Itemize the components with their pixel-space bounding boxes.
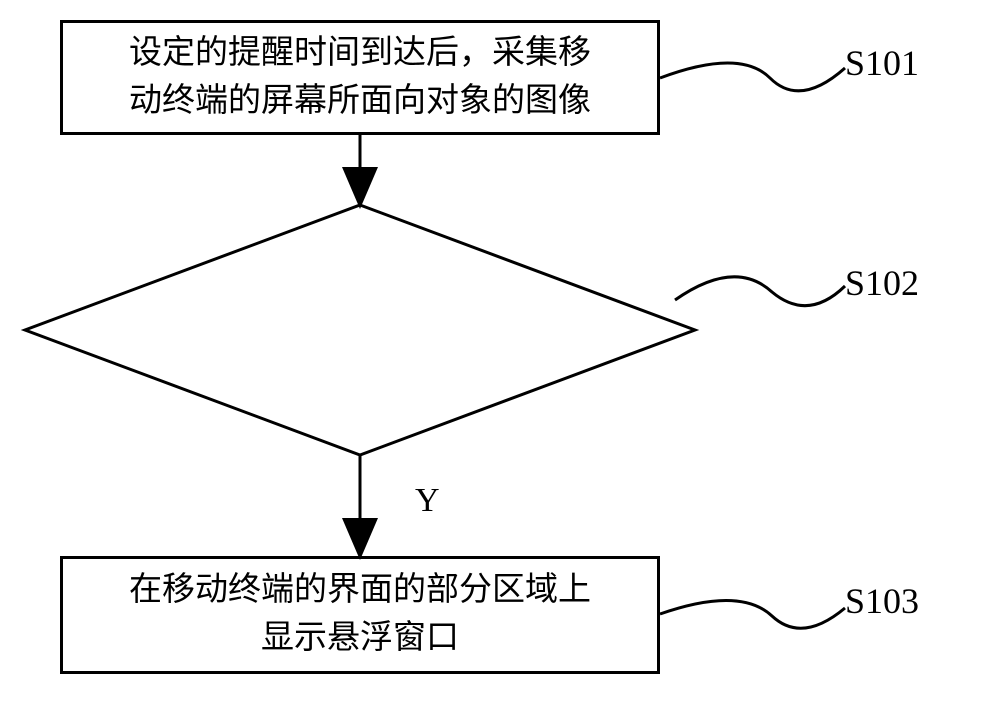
- process-s103-text: 在移动终端的界面的部分区域上 显示悬浮窗口: [129, 567, 591, 663]
- process-s101-text: 设定的提醒时间到达后，采集移 动终端的屏幕所面向对象的图像: [129, 30, 591, 126]
- step-label-s101: S101: [845, 42, 919, 84]
- edge-label-y: Y: [415, 482, 440, 520]
- flowchart-container: 设定的提醒时间到达后，采集移 动终端的屏幕所面向对象的图像 采集到的图像中包含人…: [0, 0, 1000, 712]
- connector-s101: [660, 63, 845, 91]
- connector-s103: [660, 600, 845, 628]
- step-label-s103: S103: [845, 580, 919, 622]
- decision-s102-text: 采集到的图像中包含人脸 正面图像？: [110, 282, 610, 426]
- process-s103: 在移动终端的界面的部分区域上 显示悬浮窗口: [60, 556, 660, 674]
- process-s101: 设定的提醒时间到达后，采集移 动终端的屏幕所面向对象的图像: [60, 20, 660, 135]
- connector-s102: [675, 277, 845, 306]
- step-label-s102: S102: [845, 262, 919, 304]
